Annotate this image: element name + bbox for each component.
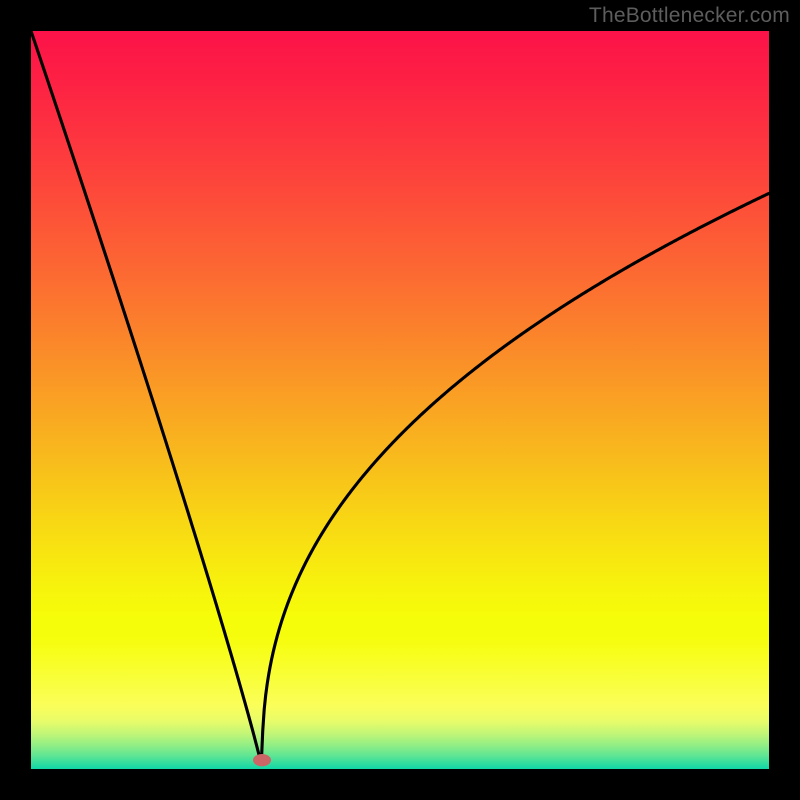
plot-area [31, 31, 769, 769]
bottleneck-chart [0, 0, 800, 800]
minimum-marker [253, 754, 271, 766]
chart-stage: TheBottlenecker.com [0, 0, 800, 800]
